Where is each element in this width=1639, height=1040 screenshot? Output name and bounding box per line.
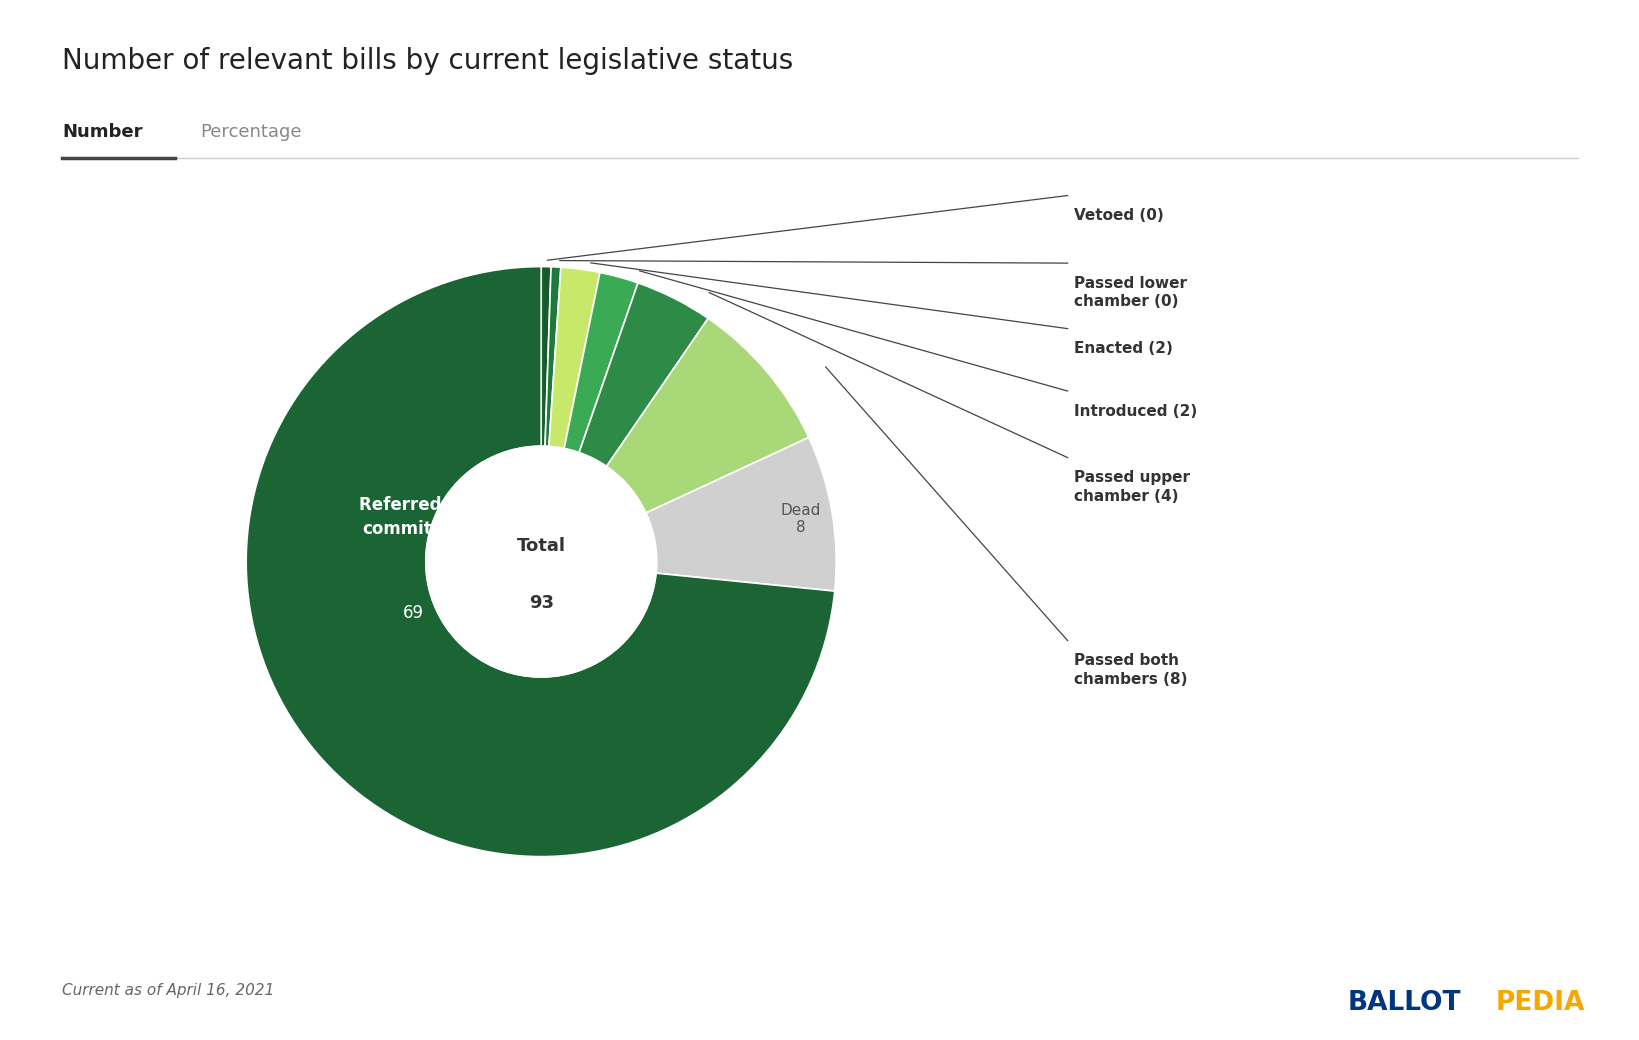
Text: Current as of April 16, 2021: Current as of April 16, 2021 [62, 983, 274, 997]
Text: Vetoed (0): Vetoed (0) [1074, 208, 1164, 223]
Text: Number of relevant bills by current legislative status: Number of relevant bills by current legi… [62, 47, 793, 75]
Wedge shape [579, 283, 708, 466]
Wedge shape [246, 266, 834, 857]
Text: Number: Number [62, 123, 143, 140]
Text: Passed both
chambers (8): Passed both chambers (8) [1074, 653, 1187, 686]
Text: Passed lower
chamber (0): Passed lower chamber (0) [1074, 276, 1187, 309]
Wedge shape [541, 266, 551, 446]
Text: Total: Total [516, 537, 565, 554]
Text: BALLOT: BALLOT [1347, 990, 1460, 1016]
Wedge shape [646, 438, 836, 591]
Text: 69: 69 [402, 604, 423, 622]
Text: Dead
8: Dead 8 [780, 502, 821, 536]
Text: Percentage: Percentage [200, 123, 302, 140]
Circle shape [426, 446, 656, 677]
Wedge shape [549, 267, 600, 448]
Wedge shape [544, 266, 561, 446]
Text: Introduced (2): Introduced (2) [1074, 404, 1196, 418]
Text: 93: 93 [528, 594, 554, 613]
Text: Enacted (2): Enacted (2) [1074, 341, 1172, 356]
Wedge shape [606, 318, 808, 513]
Text: Passed upper
chamber (4): Passed upper chamber (4) [1074, 470, 1190, 503]
Wedge shape [564, 272, 638, 452]
Text: Referred to
committee: Referred to committee [359, 496, 467, 538]
Text: PEDIA: PEDIA [1495, 990, 1583, 1016]
